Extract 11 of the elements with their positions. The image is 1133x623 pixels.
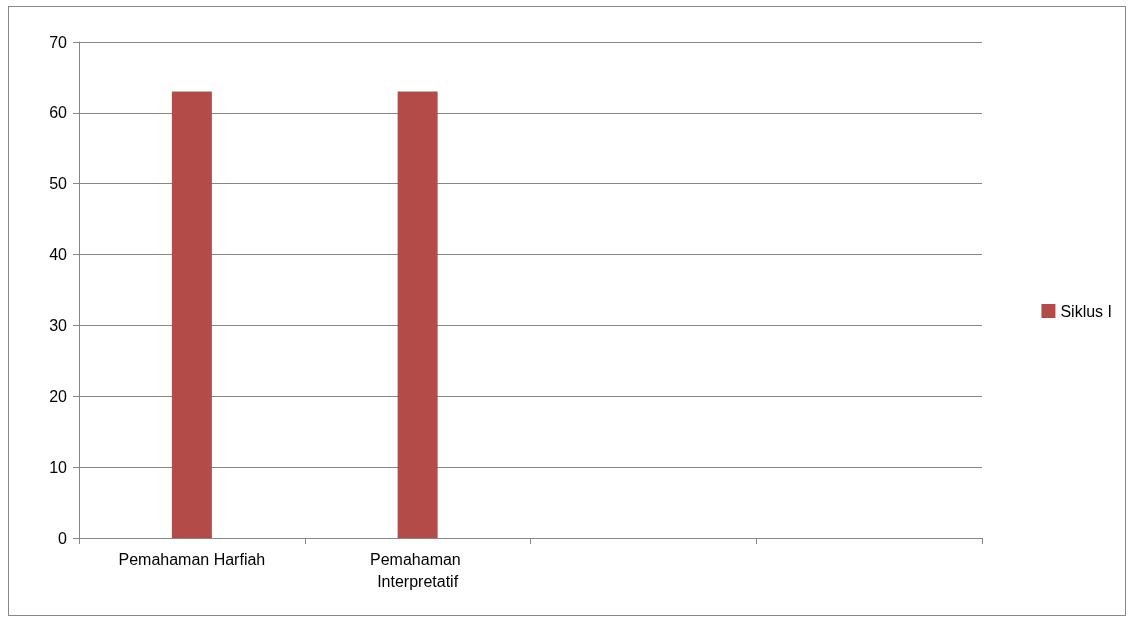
y-tick-label: 20 <box>49 387 68 405</box>
y-tick-label: 40 <box>49 246 68 264</box>
x-tick-label: Pemahaman Harfiah <box>118 550 266 568</box>
legend-label: Siklus I <box>1060 302 1113 320</box>
y-tick-label: 60 <box>49 104 68 122</box>
y-tick-label: 50 <box>49 175 68 193</box>
x-tick-label: Pemahaman Interpretatif <box>370 550 466 590</box>
y-tick-label: 70 <box>49 33 68 51</box>
y-tick-label: 30 <box>49 316 68 334</box>
y-tick-label: 0 <box>58 529 68 547</box>
y-tick-label: 10 <box>49 458 68 476</box>
